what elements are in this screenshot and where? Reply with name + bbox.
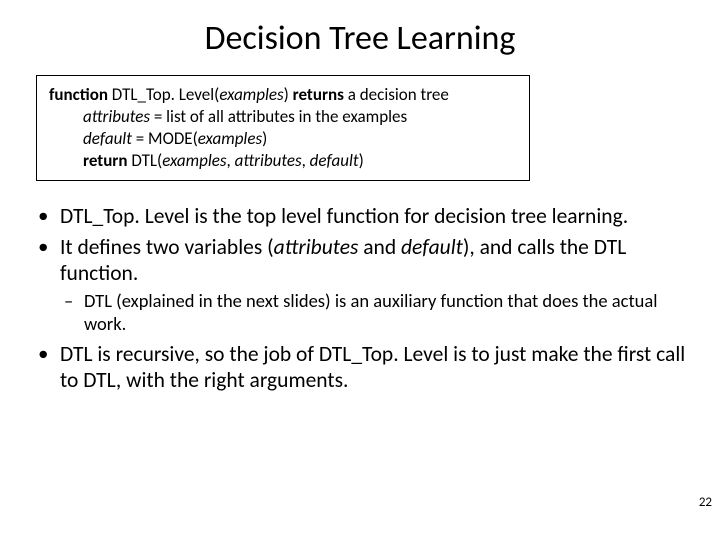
kw-function: function <box>49 84 108 105</box>
bullet-text: DTL_Top. Level is the top level function… <box>60 203 690 229</box>
l3-d: ) <box>262 128 267 149</box>
l3-b: = MODE( <box>132 128 198 149</box>
pseudocode-box: function DTL_Top. Level(examples) return… <box>36 75 530 181</box>
bullet-text: DTL is recursive, so the job of DTL_Top.… <box>60 341 690 393</box>
var-default: default <box>83 128 132 149</box>
kw-return: return <box>83 150 127 171</box>
code-line-2: attributes = list of all attributes in t… <box>49 106 517 128</box>
b2-b: attributes <box>274 234 359 260</box>
var-attributes: attributes <box>83 106 150 127</box>
l4-e: attributes <box>235 150 302 171</box>
bullet-marker: • <box>38 203 60 229</box>
bullet-marker: – <box>64 290 84 335</box>
l4-c: examples <box>162 150 226 171</box>
page-title: Decision Tree Learning <box>30 18 690 59</box>
code-line-3: default = MODE(examples) <box>49 128 517 150</box>
l3-c: examples <box>198 128 262 149</box>
bullet-list: • DTL_Top. Level is the top level functi… <box>30 203 690 393</box>
returns-rest: a decision tree <box>344 84 449 105</box>
bullet-text: It defines two variables (attributes and… <box>60 234 690 286</box>
list-item: • DTL is recursive, so the job of DTL_To… <box>38 341 690 393</box>
fn-name: DTL_Top. Level( <box>108 84 219 105</box>
l2-rest: = list of all attributes in the examples <box>150 106 407 127</box>
kw-returns: returns <box>293 84 344 105</box>
fn-close: ) <box>284 84 293 105</box>
code-line-4: return DTL(examples, attributes, default… <box>49 150 517 172</box>
l4-d: , <box>227 150 235 171</box>
code-line-1: function DTL_Top. Level(examples) return… <box>49 84 517 106</box>
bullet-text: DTL (explained in the next slides) is an… <box>84 290 690 335</box>
b2-c: and <box>358 234 401 260</box>
list-item-sub: – DTL (explained in the next slides) is … <box>64 290 690 335</box>
list-item: • DTL_Top. Level is the top level functi… <box>38 203 690 229</box>
l4-h: ) <box>359 150 364 171</box>
fn-arg: examples <box>219 84 283 105</box>
bullet-marker: • <box>38 341 60 393</box>
b2-d: default <box>401 234 463 260</box>
b2-a: It defines two variables ( <box>60 234 274 260</box>
l4-b: DTL( <box>127 150 162 171</box>
bullet-marker: • <box>38 234 60 286</box>
list-item: • It defines two variables (attributes a… <box>38 234 690 286</box>
page-number: 22 <box>699 495 712 510</box>
l4-g: default <box>310 150 359 171</box>
l4-f: , <box>302 150 310 171</box>
